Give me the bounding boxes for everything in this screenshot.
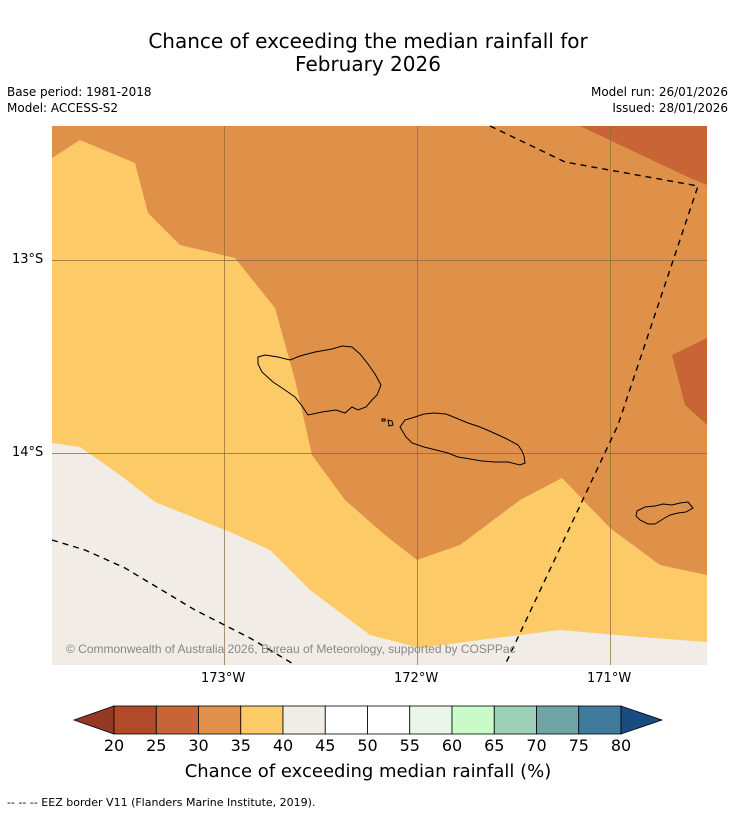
coastlines — [257, 345, 694, 525]
colorbar-tick-label: 25 — [146, 736, 167, 755]
colorbar-under-arrow — [72, 705, 115, 735]
colorbar-bin — [578, 705, 622, 735]
colorbar-tick-label: 60 — [441, 736, 463, 755]
lon-label-173w: 173°W — [201, 671, 246, 686]
colorbar-over-arrow — [620, 705, 664, 735]
region-40-45 — [52, 443, 707, 665]
colorbar-tick-label: 80 — [610, 736, 632, 755]
issued-date: Issued: 28/01/2026 — [612, 101, 728, 115]
colorbar-bin — [155, 705, 199, 735]
model-name: Model: ACCESS-S2 — [7, 101, 119, 115]
gridlines — [52, 126, 707, 665]
region-25-30-northeast — [580, 126, 707, 185]
colorbar-tick-label: 70 — [526, 736, 547, 755]
colorbar-bin — [240, 705, 284, 735]
colorbar-tick-label: 35 — [230, 736, 251, 755]
colorbar-bin — [324, 705, 368, 735]
eez-borders — [51, 125, 699, 666]
tutuila-island — [635, 501, 694, 525]
colorbar-tick-label: 65 — [484, 736, 505, 755]
colorbar-tick-label: 45 — [315, 736, 336, 755]
colorbar-bin — [536, 705, 580, 735]
colorbar-tick-label: 20 — [103, 736, 125, 755]
title-line-1: Chance of exceeding the median rainfall … — [148, 29, 588, 53]
colorbar-bin — [367, 705, 411, 735]
colorbar-tick-label: 55 — [399, 736, 420, 755]
colorbar-tick-label: 50 — [357, 736, 378, 755]
colorbar-title: Chance of exceeding median rainfall (%) — [184, 761, 552, 782]
lon-label-172w: 172°W — [394, 671, 439, 686]
lat-label-14s: 14°S — [12, 445, 44, 460]
colorbar-tick-label: 30 — [188, 736, 209, 755]
savaii-island — [257, 345, 382, 416]
meta-left: Base period: 1981-2018 Model: ACCESS-S2 — [7, 84, 152, 116]
meta-right: Model run: 26/01/2026 Issued: 28/01/2026 — [591, 84, 728, 116]
region-25-30-east — [672, 338, 707, 425]
colorbar-tick-label: 40 — [272, 736, 294, 755]
colorbar-bin — [409, 705, 453, 735]
manono-islet — [387, 419, 394, 427]
colorbar-bin — [113, 705, 157, 735]
colorbar-bin — [282, 705, 326, 735]
colorbar — [72, 705, 664, 735]
apolima-islet — [381, 418, 386, 422]
map-copyright: © Commonwealth of Australia 2026, Bureau… — [66, 642, 516, 656]
lat-label-13s: 13°S — [12, 252, 44, 267]
eez-footnote: -- -- -- EEZ border V11 (Flanders Marine… — [7, 796, 316, 809]
eez-border-north — [489, 125, 699, 666]
rainfall-map — [52, 126, 707, 665]
colorbar-bin — [451, 705, 495, 735]
chart-title: Chance of exceeding the median rainfall … — [0, 30, 736, 76]
base-period: Base period: 1981-2018 — [7, 85, 152, 99]
lon-label-171w: 171°W — [587, 671, 632, 686]
upolu-island — [399, 412, 526, 466]
model-run: Model run: 26/01/2026 — [590, 85, 728, 99]
colorbar-bin — [198, 705, 242, 735]
colorbar-bin — [493, 705, 537, 735]
colorbar-tick-label: 75 — [568, 736, 589, 755]
title-line-2: February 2026 — [295, 52, 441, 76]
